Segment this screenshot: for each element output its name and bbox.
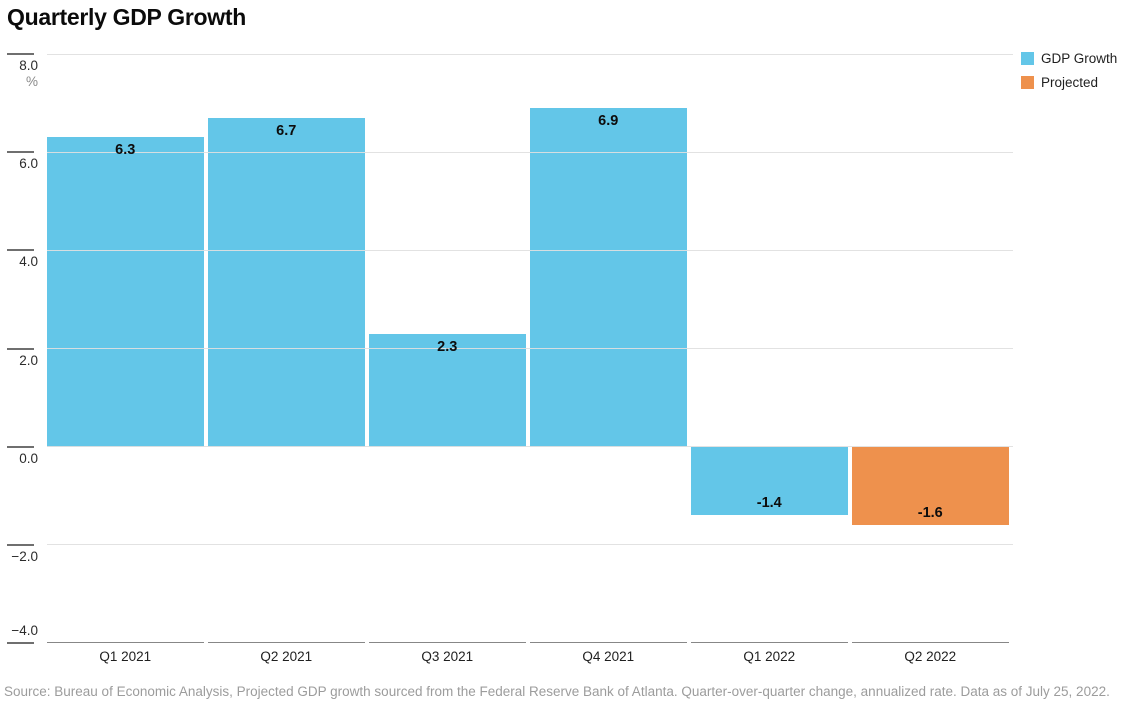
x-tick-label-q2-2022: Q2 2022 — [904, 649, 957, 664]
y-axis-unit: % — [25, 74, 38, 89]
gridline — [47, 151, 1013, 153]
x-axis-segment — [530, 642, 687, 643]
bar-q1-2022 — [691, 446, 848, 516]
x-tick-label-q4-2021: Q4 2021 — [582, 649, 635, 664]
bar-value-label-q2-2022: -1.6 — [917, 505, 943, 522]
gdp-growth-swatch-icon — [1021, 52, 1034, 65]
y-tick-label: 2.0 — [19, 352, 38, 368]
legend-label-projected: Projected — [1041, 75, 1099, 90]
legend-label-gdp-growth: GDP Growth — [1041, 51, 1118, 66]
x-axis-segment — [369, 642, 526, 643]
x-tick-label-q1-2022: Q1 2022 — [743, 649, 796, 664]
gridline — [47, 348, 1013, 349]
chart-title: Quarterly GDP Growth — [7, 4, 246, 30]
x-axis-segment — [47, 642, 204, 643]
y-tick-label: 8.0 — [19, 58, 38, 73]
y-tick-label: −4.0 — [11, 623, 38, 638]
bar-q4-2021 — [530, 107, 687, 447]
x-axis-segment — [852, 642, 1009, 643]
y-tick — [7, 445, 34, 448]
bar-q1-2021 — [47, 137, 204, 447]
gridline — [47, 53, 1013, 55]
y-tick — [7, 151, 34, 154]
plot-area: 6.3 Q1 2021 6.7 Q2 2021 2.3 Q3 2021 6.9 Q4 2021… — [47, 53, 1013, 664]
bar-value-label-q2-2021: 6.7 — [276, 122, 297, 139]
gridline — [47, 446, 1013, 448]
bar-value-label-q1-2022: -1.4 — [756, 495, 782, 512]
y-tick — [7, 249, 34, 252]
bar-q2-2021 — [208, 117, 365, 447]
y-tick-label: 4.0 — [19, 254, 38, 270]
bar-value-label-q3-2021: 2.3 — [437, 338, 458, 355]
y-tick-label: −2.0 — [11, 548, 38, 564]
x-tick-label-q1-2021: Q1 2021 — [99, 649, 152, 664]
bar-q2-2022 — [852, 446, 1009, 526]
gridline — [47, 544, 1013, 546]
x-axis-segment — [208, 642, 365, 643]
legend-item-gdp-growth: GDP Growth — [1021, 51, 1117, 66]
y-tick — [7, 347, 34, 350]
projected-swatch-icon — [1021, 76, 1034, 89]
y-tick-label: 0.0 — [19, 450, 38, 466]
x-tick-label-q3-2021: Q3 2021 — [421, 649, 474, 664]
source-note: Source: Bureau of Economic Analysis, Pro… — [4, 684, 1110, 699]
y-tick — [7, 53, 34, 55]
x-tick-label-q2-2021: Q2 2021 — [260, 649, 313, 664]
gridline — [47, 249, 1013, 251]
bar-value-label-q1-2021: 6.3 — [115, 142, 136, 159]
bar-q3-2021 — [369, 333, 526, 447]
legend-item-projected: Projected — [1021, 75, 1117, 90]
y-tick — [7, 642, 34, 644]
bar-value-label-q4-2021: 6.9 — [598, 112, 619, 129]
legend: GDP Growth Projected — [1021, 51, 1117, 99]
x-axis-segment — [691, 642, 848, 643]
y-tick — [7, 543, 34, 546]
y-tick-label: 6.0 — [19, 156, 38, 172]
